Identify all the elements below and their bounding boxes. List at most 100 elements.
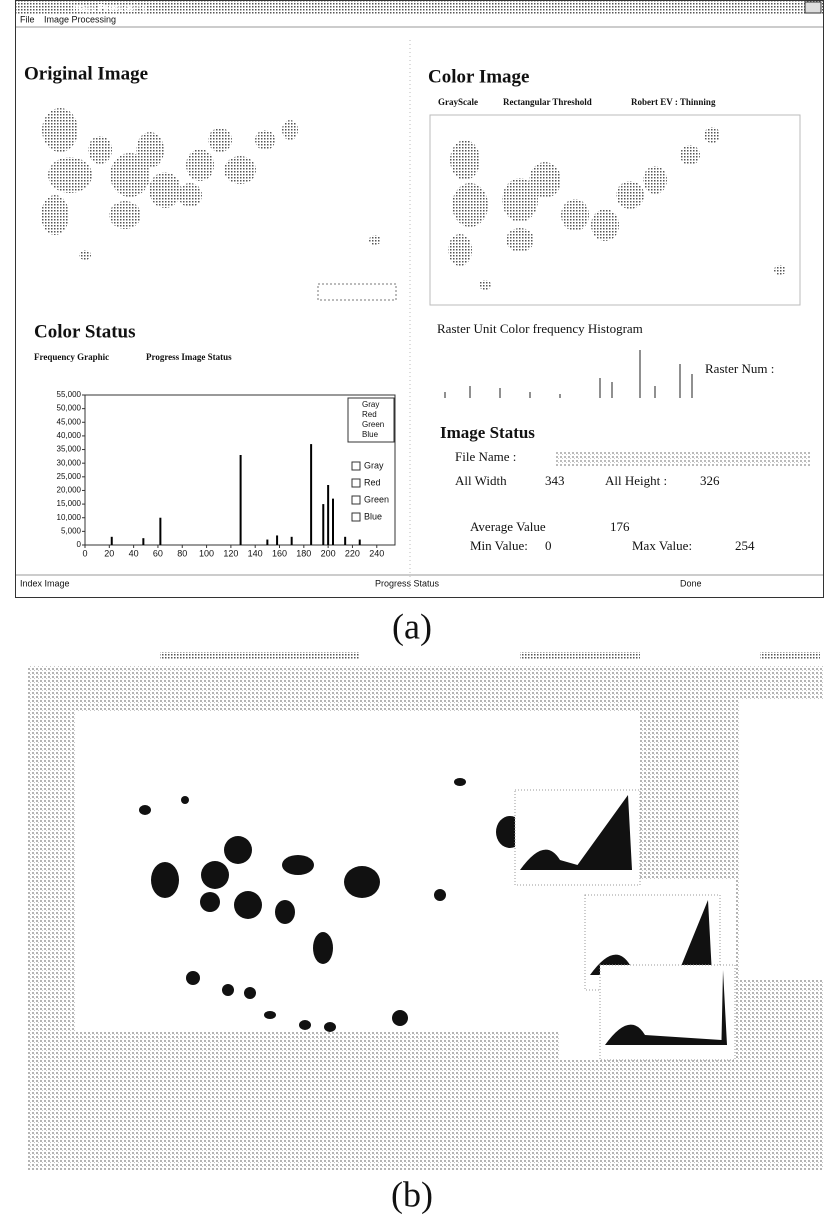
- toolbar-button[interactable]: GrayScale: [438, 97, 478, 107]
- cell: [244, 987, 256, 999]
- tab[interactable]: Progress Image Status: [146, 352, 232, 362]
- menu-item[interactable]: Image Processing: [44, 14, 116, 24]
- cell: [392, 1010, 408, 1026]
- legend-entry: Blue: [362, 430, 379, 439]
- legend-entry: Red: [362, 410, 377, 419]
- checkbox[interactable]: [351, 478, 361, 488]
- status-text: Progress Status: [375, 578, 440, 588]
- y-tick-label: 45,000: [57, 417, 82, 426]
- cell: [680, 145, 700, 165]
- x-tick-label: 160: [272, 548, 287, 558]
- cell: [201, 861, 229, 889]
- checkbox-label: Green: [364, 494, 389, 504]
- window-title: Image Processing: [70, 2, 147, 12]
- cell: [186, 971, 200, 985]
- checkbox-label: Blue: [364, 511, 382, 521]
- top-strip: [28, 650, 823, 666]
- cell: [222, 984, 234, 996]
- bar: [290, 536, 293, 545]
- field-label: Min Value:: [470, 538, 528, 553]
- field-label: Raster Num :: [705, 361, 774, 376]
- tab[interactable]: Frequency Graphic: [34, 352, 109, 362]
- bar: [276, 535, 279, 545]
- color-image: [448, 127, 786, 290]
- bar: [142, 538, 145, 545]
- x-tick-label: 0: [82, 548, 87, 558]
- window-frame: [15, 0, 824, 598]
- close-button[interactable]: [804, 1, 822, 14]
- cell: [506, 228, 534, 252]
- status-text: Done: [680, 578, 702, 588]
- checkbox-label: Gray: [364, 460, 384, 470]
- cell: [616, 181, 644, 209]
- section-title: Color Image: [428, 66, 530, 87]
- legend-entry: Green: [362, 420, 384, 429]
- cell: [110, 153, 150, 197]
- cell: [299, 1020, 311, 1030]
- menu-item[interactable]: File: [20, 14, 35, 24]
- y-tick-label: 10,000: [57, 513, 82, 522]
- x-tick-label: 20: [104, 548, 114, 558]
- cell: [41, 195, 69, 235]
- checkbox-label: Red: [364, 477, 381, 487]
- bar: [327, 485, 330, 545]
- x-tick-label: 240: [369, 548, 384, 558]
- checkbox[interactable]: [351, 461, 361, 471]
- y-tick-label: 50,000: [57, 404, 82, 413]
- bar: [344, 536, 347, 545]
- cell: [282, 855, 314, 875]
- field-label: All Height :: [605, 473, 667, 488]
- cell: [450, 140, 480, 180]
- legend-entry: Gray: [362, 400, 379, 409]
- inset-area: [740, 700, 823, 980]
- cell: [313, 932, 333, 964]
- inset-histogram: [605, 970, 727, 1045]
- x-tick-label: 200: [321, 548, 336, 558]
- section-title: Original Image: [24, 63, 148, 84]
- field-label: All Width: [455, 473, 507, 488]
- field-value: 176: [610, 519, 630, 534]
- x-tick-label: 140: [248, 548, 263, 558]
- cell: [151, 862, 179, 898]
- y-tick-label: 15,000: [57, 499, 82, 508]
- x-tick-label: 40: [129, 548, 139, 558]
- raster-histogram: [444, 350, 693, 398]
- cell: [591, 209, 619, 241]
- toolbar-button[interactable]: Robert EV : Thinning: [631, 97, 716, 107]
- cell: [178, 183, 202, 207]
- checkbox[interactable]: [351, 512, 361, 522]
- bar: [239, 455, 242, 545]
- histogram-chart: 0 5,000 10,000 15,000 20,000 25,000 30,000 35,0…: [57, 390, 396, 558]
- checkbox[interactable]: [351, 495, 361, 505]
- cell: [561, 199, 589, 231]
- cell: [200, 892, 220, 912]
- section-title: Raster Unit Color frequency Histogram: [437, 321, 643, 336]
- cell: [643, 166, 667, 194]
- status-text: Index Image: [20, 578, 70, 588]
- y-tick-label: 5,000: [61, 526, 82, 535]
- x-tick-label: 220: [345, 548, 360, 558]
- bar: [110, 536, 113, 545]
- cell: [255, 130, 275, 150]
- cell: [454, 778, 466, 786]
- image-frame: [429, 114, 801, 306]
- cell: [136, 132, 164, 168]
- cell: [264, 1011, 276, 1019]
- cell: [208, 128, 232, 152]
- caption: (b): [391, 1174, 433, 1214]
- cell: [48, 157, 92, 193]
- y-tick-label: 55,000: [57, 390, 82, 399]
- file-name-value: [555, 452, 810, 466]
- cell: [774, 265, 786, 275]
- toolbar-button[interactable]: Rectangular Threshold: [503, 97, 592, 107]
- field-value: 343: [545, 473, 565, 488]
- x-tick-label: 80: [177, 548, 187, 558]
- bar: [266, 539, 269, 545]
- cell: [344, 866, 380, 898]
- field-value: 0: [545, 538, 552, 553]
- inset-histogram: [590, 900, 712, 975]
- bar: [310, 444, 313, 545]
- cell: [434, 889, 446, 901]
- cell: [324, 1022, 336, 1032]
